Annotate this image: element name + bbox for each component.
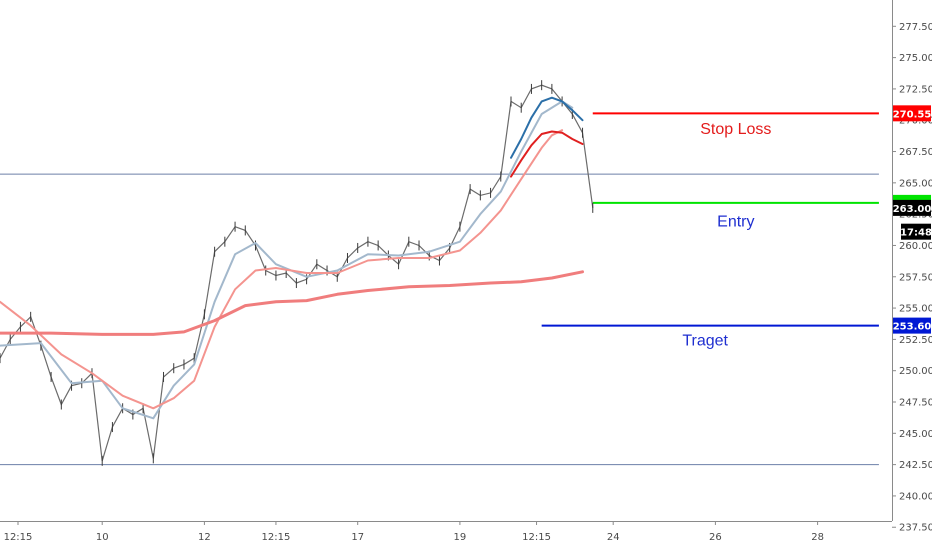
y-tick-label-3: 245.00 (899, 429, 932, 440)
price-tag-3: 17:48 (900, 223, 932, 240)
price-tag-bg-2 (893, 199, 931, 216)
y-tick-label-8: 257.50 (899, 272, 932, 283)
x-tick-label-5: 19 (454, 532, 467, 543)
y-tick-label-4: 247.50 (899, 398, 932, 409)
x-tick-label-1: 10 (96, 532, 109, 543)
x-tick-label-7: 24 (607, 532, 620, 543)
x-tick-label-9: 28 (811, 532, 824, 543)
y-tick-label-5: 250.00 (899, 366, 932, 377)
moving-average-0 (0, 100, 574, 420)
moving-average-2 (0, 129, 564, 410)
y-tick-label-16: 277.50 (899, 22, 932, 33)
annotation-2: Traget (682, 333, 728, 350)
price-tag-4: 253.60 (893, 317, 932, 334)
moving-average-3 (510, 130, 584, 178)
x-tick-label-3: 12:15 (262, 532, 291, 543)
price-tag-label-2: 263.00 (893, 204, 932, 215)
price-tag-bg-4 (893, 317, 931, 334)
moving-average-1 (510, 96, 584, 159)
horizontal-lines-layer (0, 112, 879, 466)
y-tick-label-11: 265.00 (899, 178, 932, 189)
moving-averages-layer (0, 96, 584, 420)
x-tick-label-2: 12 (198, 532, 211, 543)
y-tick-label-0: 237.50 (899, 523, 932, 534)
y-tick-label-2: 242.50 (899, 460, 932, 471)
price-tag-bg-3 (901, 223, 931, 240)
price-tag-2: 263.00 (893, 199, 932, 216)
y-tick-label-15: 275.00 (899, 53, 932, 64)
y-tick-label-1: 240.00 (899, 491, 932, 502)
annotations-layer: Stop Loss Entry Traget (682, 121, 771, 350)
annotation-0: Stop Loss (700, 121, 771, 138)
x-tick-label-0: 12:15 (4, 532, 33, 543)
time-axis-bg (0, 521, 892, 550)
y-tick-label-12: 267.50 (899, 147, 932, 158)
y-tick-label-6: 252.50 (899, 335, 932, 346)
y-tick-label-9: 260.00 (899, 241, 932, 252)
price-tag-label-4: 253.60 (893, 322, 932, 333)
y-tick-label-14: 272.50 (899, 84, 932, 95)
price-axis-bg (892, 0, 932, 550)
price-tag-label-0: 270.55 (893, 109, 932, 120)
x-tick-label-4: 17 (351, 532, 364, 543)
x-tick-label-8: 26 (709, 532, 722, 543)
price-tag-label-3: 17:48 (900, 228, 932, 239)
annotation-1: Entry (717, 214, 754, 231)
y-tick-label-7: 255.00 (899, 304, 932, 315)
x-tick-label-6: 12:15 (522, 532, 551, 543)
price-tag-0: 270.55 (893, 105, 932, 122)
price-tag-bg-0 (893, 105, 931, 122)
moving-average-4 (0, 270, 584, 336)
